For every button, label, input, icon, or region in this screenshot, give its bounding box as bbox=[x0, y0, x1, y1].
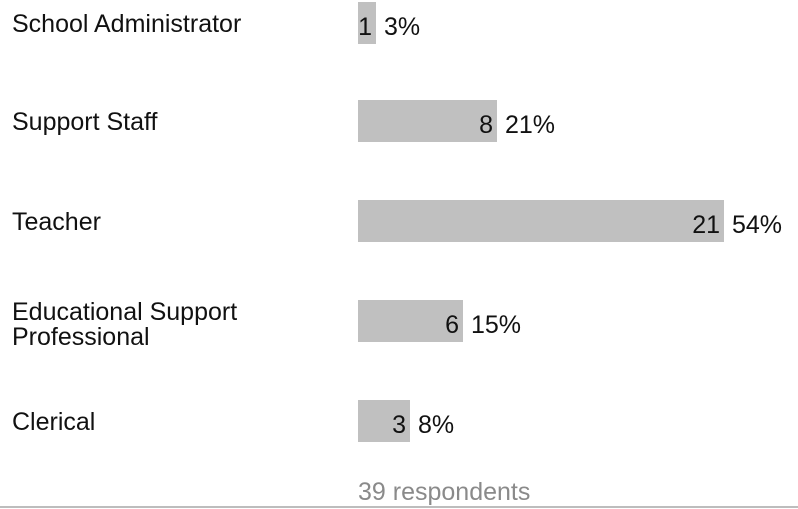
bar-percent-label: 8% bbox=[418, 411, 455, 439]
respondents-count: 39 respondents bbox=[358, 478, 531, 506]
bar: 3 bbox=[358, 400, 410, 442]
bar: 6 bbox=[358, 300, 463, 342]
category-label: Teacher bbox=[12, 208, 101, 236]
category-label: Support Staff bbox=[12, 108, 158, 136]
bar: 8 bbox=[358, 100, 497, 142]
bar-row: School Administrator 1 3% bbox=[0, 2, 798, 62]
bar-percent-label: 54% bbox=[732, 211, 783, 239]
bar-percent-label: 21% bbox=[505, 111, 556, 139]
bar-row: Clerical 3 8% bbox=[0, 400, 798, 460]
category-label: Educational Support Professional bbox=[12, 298, 238, 351]
bar-count-label: 21 bbox=[692, 211, 720, 239]
bar-percent-label: 15% bbox=[471, 311, 522, 339]
bar-count-label: 3 bbox=[392, 411, 406, 439]
category-label: Clerical bbox=[12, 408, 96, 436]
bar-row: Educational Support Professional 6 15% bbox=[0, 300, 798, 360]
bar-percent-label: 3% bbox=[384, 13, 421, 41]
bottom-divider bbox=[0, 506, 798, 508]
bar-row: Support Staff 8 21% bbox=[0, 100, 798, 160]
bar-count-label: 8 bbox=[479, 111, 493, 139]
bar-row: Teacher 21 54% bbox=[0, 200, 798, 260]
bar: 1 bbox=[358, 2, 376, 44]
bar: 21 bbox=[358, 200, 724, 242]
bar-count-label: 6 bbox=[445, 311, 459, 339]
category-label: School Administrator bbox=[12, 10, 242, 38]
bar-count-label: 1 bbox=[358, 13, 372, 41]
